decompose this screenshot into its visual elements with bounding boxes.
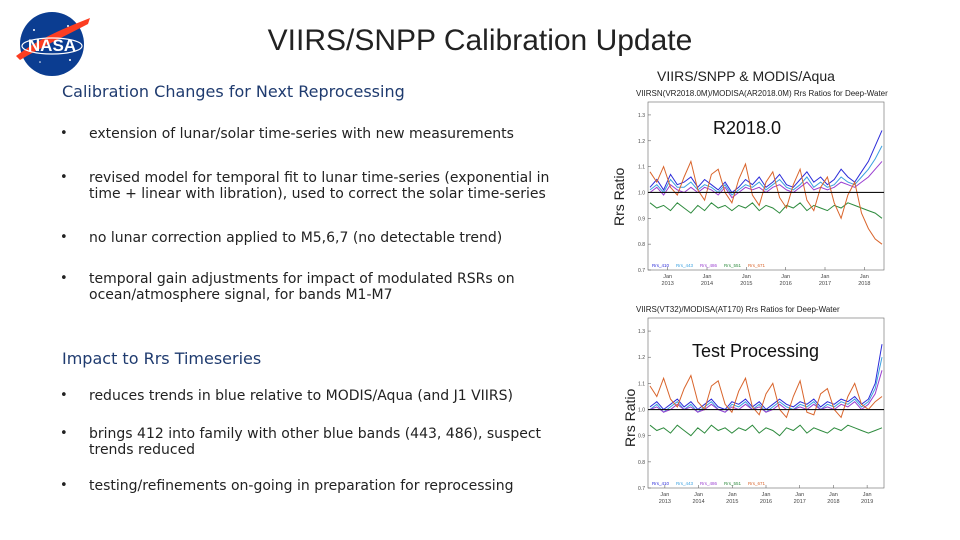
bullet-marker: • — [60, 230, 68, 245]
x-tick-label: Jan — [742, 274, 751, 280]
bullet-text: reduces trends in blue relative to MODIS… — [89, 388, 513, 404]
bullet-marker: • — [60, 388, 68, 403]
series-line — [649, 202, 883, 219]
legend-entry: Rrs_410 — [652, 263, 670, 268]
y-tick-label: 0.7 — [638, 268, 645, 274]
x-tick-label: 2017 — [794, 499, 806, 505]
y-tick-label: 0.8 — [638, 242, 645, 248]
legend-entry: Rrs_486 — [700, 481, 718, 486]
bullet-text: extension of lunar/solar time-series wit… — [89, 126, 514, 142]
figure-caption: VIIRS/SNPP & MODIS/Aqua — [657, 68, 835, 84]
series-line — [649, 370, 883, 413]
section-heading-calibration: Calibration Changes for Next Reprocessin… — [62, 82, 405, 101]
logo-text: NASA — [28, 36, 76, 55]
chart-r2018: VIIRSN(VR2018.0M)/MODISA(AR2018.0M) Rrs … — [636, 89, 888, 287]
bullet-marker: • — [60, 126, 68, 141]
bullet-text: no lunar correction applied to M5,6,7 (n… — [89, 230, 503, 246]
y-tick-label: 1.2 — [638, 355, 645, 361]
bullet-marker: • — [60, 170, 68, 185]
x-tick-label: 2013 — [662, 281, 674, 287]
bullet-text: brings 412 into family with other blue b… — [89, 426, 542, 458]
bullet-marker: • — [60, 271, 68, 286]
x-tick-label: Jan — [663, 274, 672, 280]
bullet-text: revised model for temporal fit to lunar … — [89, 170, 550, 202]
chart-label-test: Test Processing — [692, 341, 820, 361]
chart-label-r2018: R2018.0 — [713, 118, 782, 138]
y-tick-label: 1.1 — [638, 165, 645, 171]
y-tick-label: 0.7 — [638, 486, 645, 492]
x-tick-label: 2014 — [701, 281, 713, 287]
plot-title: VIIRS(VT32)/MODISA(AT170) Rrs Ratios for… — [636, 305, 840, 314]
x-tick-label: 2015 — [740, 281, 752, 287]
plot-frame — [647, 101, 885, 271]
y-tick-label: 1.1 — [638, 381, 645, 387]
x-tick-label: 2013 — [659, 499, 671, 505]
x-tick-label: 2018 — [858, 281, 870, 287]
y-tick-label: 0.9 — [638, 434, 645, 440]
y-tick-label: 1.0 — [638, 408, 645, 414]
series-line — [649, 159, 883, 245]
x-tick-label: Jan — [829, 492, 838, 498]
bullet-marker: • — [60, 426, 68, 441]
y-tick-label: 0.9 — [638, 216, 645, 222]
y-tick-label: 1.0 — [638, 190, 645, 196]
legend-entry: Rrs_486 — [700, 263, 718, 268]
y-tick-label: 1.2 — [638, 139, 645, 145]
y-tick-label: 1.3 — [638, 113, 645, 119]
legend-entry: Rrs_551 — [724, 481, 742, 486]
x-tick-label: Jan — [863, 492, 872, 498]
legend-entry: Rrs_443 — [676, 481, 694, 486]
x-tick-label: 2016 — [760, 499, 772, 505]
series-line — [649, 130, 883, 194]
x-tick-label: Jan — [660, 492, 669, 498]
x-tick-label: 2019 — [861, 499, 873, 505]
legend-entry: Rrs_671 — [748, 263, 766, 268]
x-tick-label: Jan — [703, 274, 712, 280]
x-tick-label: 2016 — [780, 281, 792, 287]
legend-entry: Rrs_410 — [652, 481, 670, 486]
y-tick-label: 1.3 — [638, 329, 645, 335]
series-line — [649, 424, 883, 437]
legend-entry: Rrs_671 — [748, 481, 766, 486]
x-tick-label: 2015 — [726, 499, 738, 505]
legend-entry: Rrs_551 — [724, 263, 742, 268]
x-tick-label: 2018 — [827, 499, 839, 505]
x-tick-label: Jan — [728, 492, 737, 498]
series-line — [649, 374, 883, 419]
bullet-text: temporal gain adjustments for impact of … — [89, 271, 515, 303]
y-axis-label: Rrs Ratio — [611, 167, 627, 226]
x-tick-label: Jan — [795, 492, 804, 498]
y-tick-label: 0.8 — [638, 460, 645, 466]
bullet-text: testing/refinements on-going in preparat… — [89, 478, 514, 494]
x-tick-label: Jan — [762, 492, 771, 498]
x-tick-label: Jan — [860, 274, 869, 280]
bullet-marker: • — [60, 478, 68, 493]
legend-entry: Rrs_443 — [676, 263, 694, 268]
section-heading-impact: Impact to Rrs Timeseries — [62, 349, 262, 368]
x-tick-label: Jan — [821, 274, 830, 280]
series-line — [649, 145, 883, 196]
series-line — [649, 357, 883, 413]
slide-title: VIIRS/SNPP Calibration Update — [267, 24, 693, 57]
x-tick-label: 2017 — [819, 281, 831, 287]
x-tick-label: Jan — [781, 274, 790, 280]
chart-test-processing: VIIRS(VT32)/MODISA(AT170) Rrs Ratios for… — [636, 305, 885, 505]
plot-title: VIIRSN(VR2018.0M)/MODISA(AR2018.0M) Rrs … — [636, 89, 888, 98]
nasa-logo: NASA — [10, 8, 94, 80]
y-axis-label: Rrs Ratio — [622, 388, 638, 447]
x-tick-label: Jan — [694, 492, 703, 498]
x-tick-label: 2014 — [692, 499, 704, 505]
